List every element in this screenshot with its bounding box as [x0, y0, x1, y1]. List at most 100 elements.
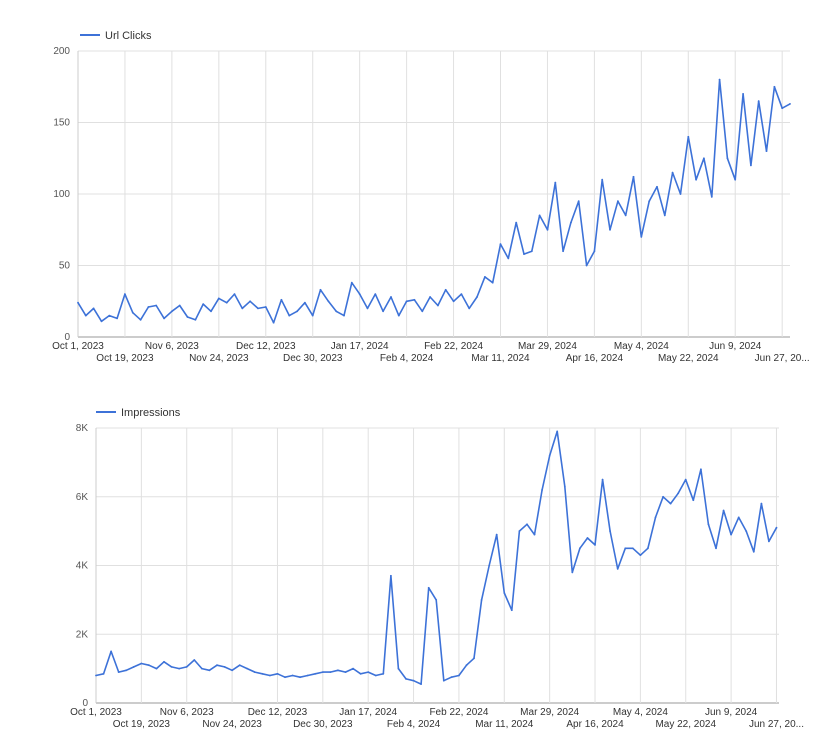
- data-point: [533, 533, 536, 536]
- data-point: [499, 243, 502, 246]
- data-point: [586, 537, 589, 539]
- data-point: [458, 674, 460, 677]
- data-point: [296, 310, 298, 313]
- data-point: [789, 103, 791, 105]
- data-point: [193, 659, 196, 661]
- data-point: [249, 300, 252, 303]
- data-point: [280, 298, 283, 301]
- data-point: [742, 93, 744, 95]
- data-point: [510, 609, 513, 612]
- data-point: [299, 676, 301, 679]
- data-point: [695, 178, 697, 181]
- data-point: [662, 495, 664, 498]
- data-point: [503, 592, 506, 594]
- data-point: [163, 317, 166, 320]
- data-point: [601, 478, 604, 481]
- x-tick-label: Nov 6, 2023: [145, 341, 199, 352]
- data-point: [765, 150, 768, 153]
- data-point: [495, 533, 498, 536]
- data-point: [437, 304, 439, 307]
- data-point: [124, 293, 126, 295]
- data-point: [367, 671, 370, 673]
- data-point: [108, 314, 111, 317]
- data-point: [617, 200, 619, 203]
- data-point: [677, 492, 680, 495]
- data-point: [374, 293, 377, 295]
- x-tick-label: Dec 12, 2023: [248, 707, 308, 718]
- x-tick-label: Feb 22, 2024: [424, 341, 483, 352]
- y-tick-label: 0: [82, 698, 88, 709]
- data-point: [171, 310, 173, 313]
- data-point: [679, 193, 682, 195]
- data-point: [390, 574, 392, 577]
- data-point: [344, 671, 347, 673]
- data-point: [491, 281, 494, 284]
- data-point: [526, 523, 528, 526]
- data-point: [700, 468, 702, 471]
- data-point: [435, 599, 438, 601]
- x-tick-label: Oct 1, 2023: [70, 707, 122, 718]
- legend-label[interactable]: Impressions: [121, 407, 181, 419]
- data-point: [163, 660, 165, 663]
- data-point: [321, 671, 324, 673]
- data-point: [570, 221, 572, 224]
- data-point: [773, 85, 776, 88]
- data-point: [216, 664, 218, 667]
- data-point: [518, 530, 521, 532]
- data-point: [571, 571, 574, 574]
- data-point: [669, 502, 672, 505]
- x-tick-label: Oct 1, 2023: [52, 341, 104, 352]
- x-tick-label: Feb 4, 2024: [387, 719, 441, 730]
- data-point: [563, 485, 566, 488]
- data-point: [148, 664, 150, 667]
- data-point: [382, 672, 385, 675]
- data-point: [231, 669, 234, 672]
- data-point: [452, 300, 455, 303]
- data-point: [201, 667, 203, 670]
- data-point: [577, 200, 580, 203]
- data-point: [710, 196, 713, 198]
- y-tick-label: 6K: [76, 492, 89, 503]
- data-point: [233, 293, 236, 295]
- data-point: [671, 171, 674, 174]
- data-point: [546, 228, 549, 231]
- data-point: [538, 214, 541, 217]
- data-point: [366, 307, 369, 310]
- y-tick-label: 50: [59, 261, 71, 272]
- data-point: [382, 310, 384, 313]
- data-point: [155, 304, 158, 307]
- data-point: [405, 300, 408, 303]
- data-point: [397, 314, 400, 317]
- x-tick-label: Mar 29, 2024: [518, 341, 577, 352]
- y-tick-label: 4K: [76, 561, 89, 572]
- data-point: [358, 293, 361, 295]
- data-point: [405, 678, 407, 680]
- data-point: [730, 533, 732, 536]
- data-point: [687, 135, 690, 138]
- y-tick-label: 8K: [76, 423, 89, 434]
- data-point: [616, 568, 619, 570]
- x-tick-label: Nov 6, 2023: [160, 707, 214, 718]
- y-tick-label: 100: [53, 189, 70, 200]
- data-point: [116, 317, 118, 320]
- data-point: [210, 310, 212, 313]
- data-point: [444, 288, 447, 291]
- data-point: [781, 107, 784, 110]
- data-point: [359, 672, 362, 675]
- data-point: [337, 669, 339, 672]
- data-point: [530, 250, 533, 253]
- data-point: [484, 276, 486, 278]
- x-tick-label: Jun 27, 20...: [749, 719, 804, 730]
- legend-label[interactable]: Url Clicks: [105, 30, 152, 42]
- x-tick-label: May 22, 2024: [655, 719, 716, 730]
- data-point: [125, 669, 128, 672]
- data-point: [609, 228, 611, 231]
- x-tick-label: Mar 11, 2024: [471, 353, 530, 364]
- data-point: [562, 250, 564, 253]
- data-point: [276, 672, 279, 675]
- data-point: [257, 307, 259, 310]
- data-point: [194, 318, 197, 321]
- data-point: [707, 523, 710, 526]
- data-point: [523, 253, 525, 256]
